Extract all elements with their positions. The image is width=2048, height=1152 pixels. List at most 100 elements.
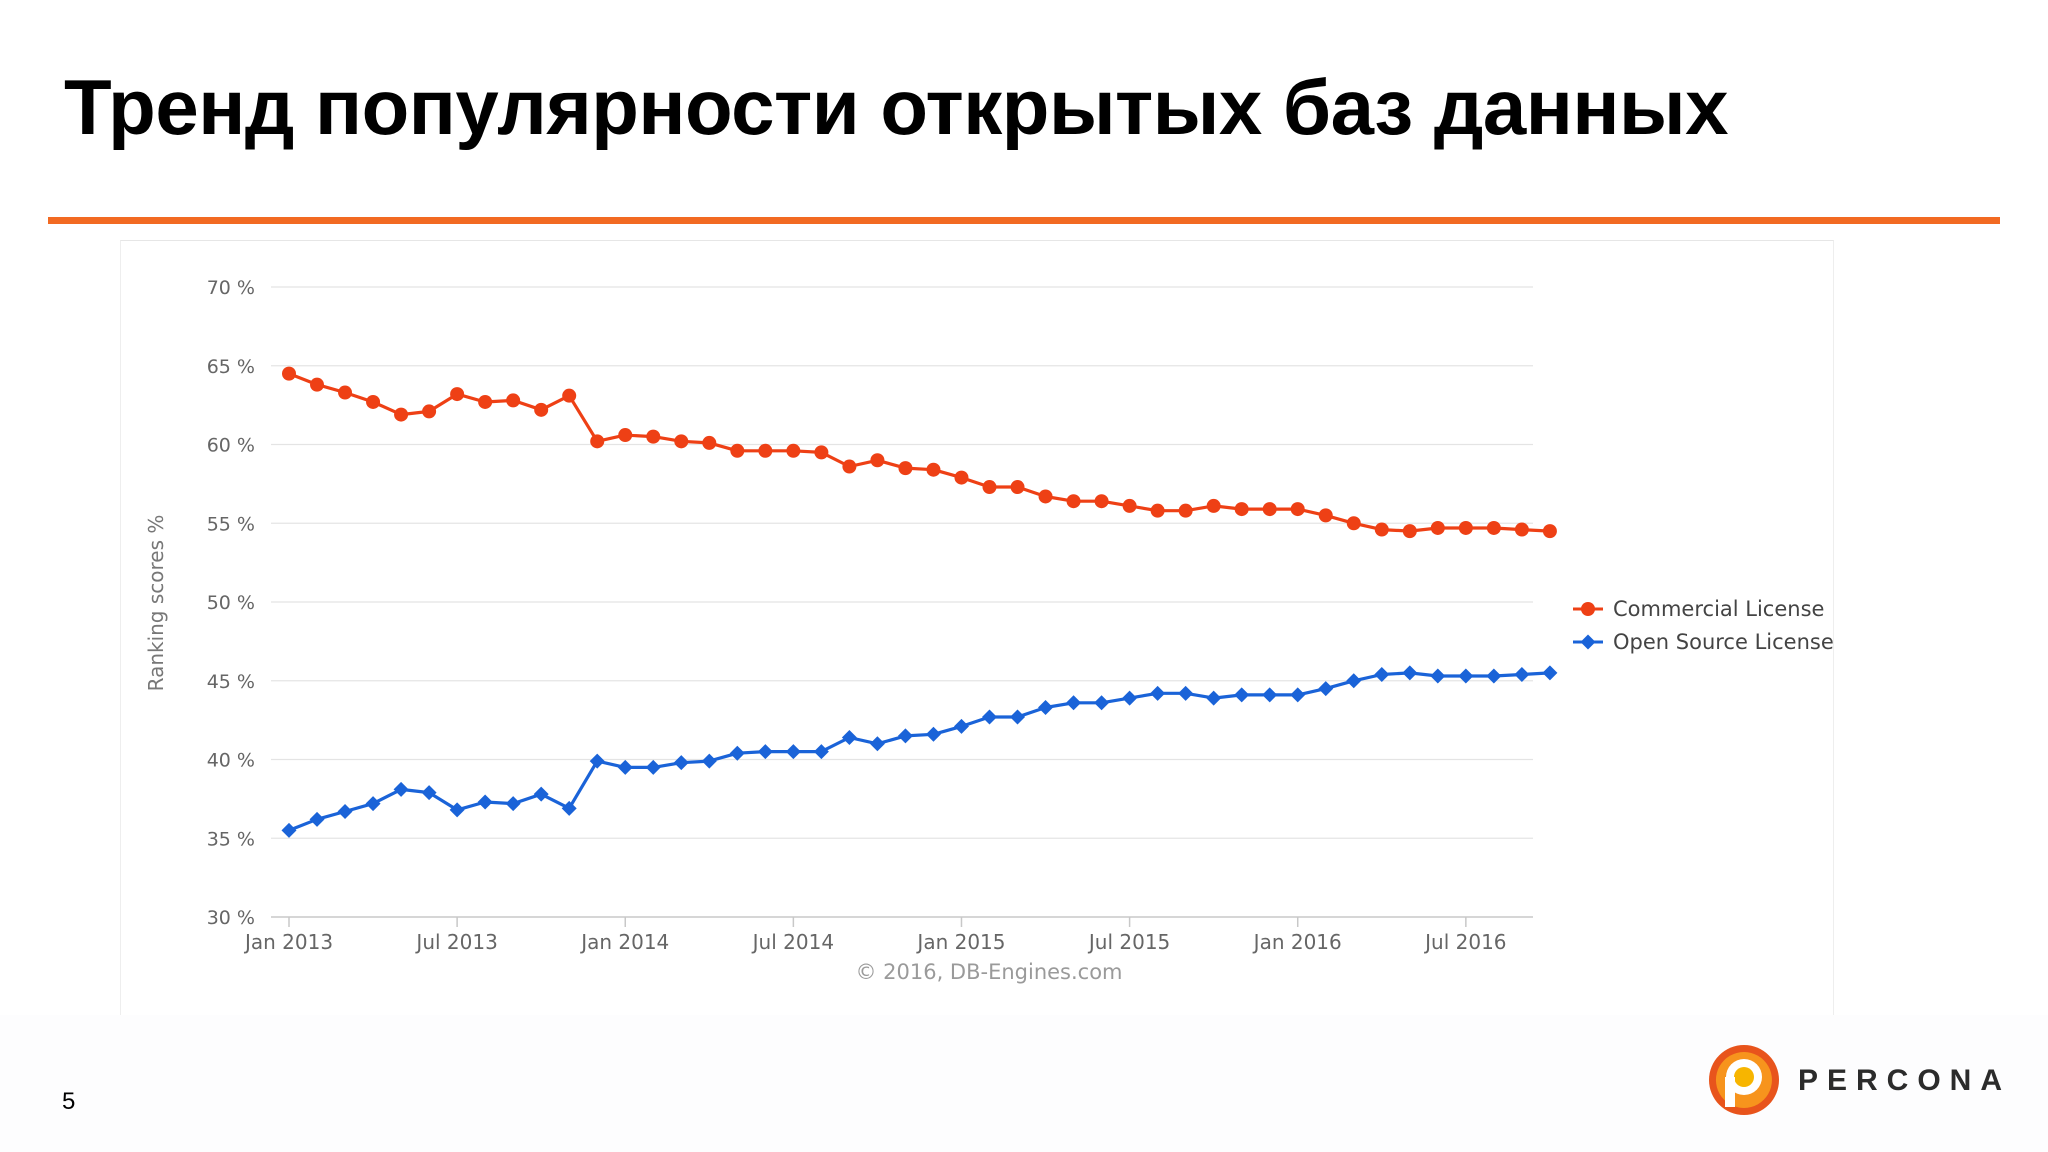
legend-label: Commercial License bbox=[1613, 597, 1824, 621]
data-point bbox=[1178, 685, 1194, 701]
data-point bbox=[1514, 666, 1530, 682]
x-tick-label: Jan 2013 bbox=[243, 930, 333, 954]
x-tick-label: Jul 2013 bbox=[414, 930, 497, 954]
data-point bbox=[645, 759, 661, 775]
data-point bbox=[1066, 695, 1082, 711]
y-tick-label: 35 % bbox=[207, 828, 255, 850]
data-point bbox=[870, 453, 885, 468]
x-tick-label: Jul 2014 bbox=[751, 930, 834, 954]
data-point bbox=[282, 366, 296, 381]
data-point bbox=[785, 744, 801, 760]
data-point bbox=[561, 800, 577, 816]
data-point bbox=[450, 387, 465, 402]
legend-label: Open Source License bbox=[1613, 630, 1833, 654]
data-point bbox=[394, 407, 409, 422]
data-point bbox=[814, 445, 829, 460]
data-point bbox=[365, 796, 381, 812]
data-point bbox=[1486, 520, 1501, 535]
legend-marker bbox=[1580, 634, 1596, 650]
data-point bbox=[897, 728, 913, 744]
data-point bbox=[786, 443, 801, 458]
data-point bbox=[309, 811, 325, 827]
data-point bbox=[421, 785, 437, 801]
data-point bbox=[982, 709, 997, 725]
data-point bbox=[1514, 522, 1529, 537]
data-point bbox=[1234, 502, 1249, 517]
data-point bbox=[1122, 498, 1137, 513]
data-point bbox=[534, 402, 549, 417]
x-tick-label: Jan 2015 bbox=[915, 930, 1005, 954]
data-point bbox=[701, 753, 717, 769]
data-point bbox=[310, 377, 325, 392]
data-point bbox=[1150, 503, 1165, 518]
data-point bbox=[1458, 668, 1474, 684]
data-point bbox=[1318, 508, 1333, 523]
percona-logo: PERCONA bbox=[1708, 1044, 2008, 1116]
data-point bbox=[758, 443, 773, 458]
y-tick-label: 70 % bbox=[207, 277, 255, 299]
y-tick-label: 30 % bbox=[207, 907, 255, 929]
series-0 bbox=[282, 366, 1557, 539]
data-point bbox=[1542, 524, 1557, 539]
footer-area bbox=[0, 1015, 2048, 1152]
data-point bbox=[366, 394, 381, 409]
data-point bbox=[1010, 709, 1026, 725]
title-divider bbox=[48, 217, 2000, 224]
data-point bbox=[449, 802, 465, 818]
x-tick-label: Jul 2016 bbox=[1423, 930, 1506, 954]
data-point bbox=[925, 726, 941, 742]
y-tick-label: 40 % bbox=[207, 750, 255, 772]
data-point bbox=[674, 434, 689, 449]
line-chart: 30 % 35 % 40 % 45 % 50 % 55 % 60 % 65 % 70 % Jan… bbox=[144, 277, 1834, 984]
x-tick-label: Jan 2014 bbox=[579, 930, 669, 954]
data-point bbox=[730, 443, 745, 458]
data-point bbox=[337, 803, 353, 819]
data-point bbox=[1234, 687, 1250, 703]
series-1 bbox=[281, 665, 1558, 838]
data-point bbox=[1374, 522, 1389, 537]
data-point bbox=[281, 822, 297, 838]
y-axis-ticks: 30 % 35 % 40 % 45 % 50 % 55 % 60 % 65 % 70 % bbox=[207, 277, 255, 929]
data-point bbox=[702, 435, 717, 450]
data-point bbox=[729, 745, 745, 761]
data-point bbox=[533, 786, 549, 802]
data-point bbox=[1318, 681, 1334, 697]
data-point bbox=[841, 729, 857, 745]
data-point bbox=[1374, 666, 1390, 682]
legend-marker bbox=[1581, 602, 1595, 616]
data-point bbox=[1262, 502, 1277, 517]
logo-text: PERCONA bbox=[1798, 1064, 2012, 1097]
data-point bbox=[1402, 524, 1417, 539]
data-point bbox=[1066, 494, 1081, 509]
data-point bbox=[1458, 520, 1473, 535]
data-point bbox=[1178, 503, 1193, 518]
y-axis-label: Ranking scores % bbox=[144, 515, 168, 692]
chart-credit: © 2016, DB-Engines.com bbox=[855, 960, 1122, 984]
page-number: 5 bbox=[62, 1088, 76, 1115]
data-point bbox=[478, 394, 493, 409]
chart-panel: 30 % 35 % 40 % 45 % 50 % 55 % 60 % 65 % 70 % Jan… bbox=[120, 240, 1834, 1016]
percona-logo-mark-icon bbox=[1709, 1045, 1779, 1115]
x-tick-label: Jul 2015 bbox=[1087, 930, 1170, 954]
data-point bbox=[1206, 498, 1221, 513]
data-point bbox=[1346, 673, 1362, 689]
data-point bbox=[1346, 516, 1361, 531]
data-point bbox=[1206, 690, 1222, 706]
data-point bbox=[869, 736, 885, 752]
data-point bbox=[562, 388, 577, 403]
data-point bbox=[505, 796, 521, 812]
data-point bbox=[926, 462, 941, 477]
data-point bbox=[1094, 695, 1110, 711]
data-point bbox=[1542, 665, 1558, 681]
data-point bbox=[1150, 685, 1166, 701]
data-point bbox=[1402, 665, 1418, 681]
series-line bbox=[288, 372, 1550, 533]
data-point bbox=[1290, 502, 1305, 517]
y-tick-label: 65 % bbox=[207, 356, 255, 378]
data-point bbox=[617, 759, 633, 775]
data-point bbox=[589, 753, 605, 769]
y-tick-label: 60 % bbox=[207, 435, 255, 457]
data-point bbox=[477, 794, 493, 810]
series-layer bbox=[281, 366, 1558, 838]
data-point bbox=[1262, 687, 1278, 703]
